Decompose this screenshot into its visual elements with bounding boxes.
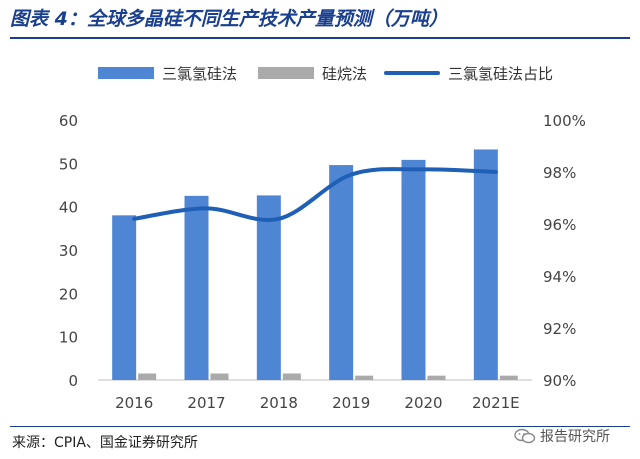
bar-trichlorosilane	[473, 149, 498, 380]
bar-silane	[355, 375, 374, 380]
bar-trichlorosilane	[329, 165, 354, 380]
watermark: 报告研究所	[514, 423, 610, 449]
y-right-tick-label: 98%	[543, 164, 576, 182]
legend-swatch-silane	[258, 67, 314, 79]
bar-trichlorosilane	[256, 195, 281, 380]
title-divider	[10, 37, 630, 39]
legend-label-trichlorosilane: 三氯氢硅法	[162, 64, 238, 83]
bar-trichlorosilane	[112, 215, 137, 380]
bar-silane	[138, 373, 157, 380]
watermark-text: 报告研究所	[540, 429, 610, 445]
chart-title: 图表 4：全球多晶硅不同生产技术产量预测（万吨）	[10, 8, 448, 30]
x-tick-label: 2020	[404, 394, 442, 412]
x-tick-label: 2021E	[472, 394, 520, 412]
y-left-tick-label: 60	[59, 112, 78, 130]
x-tick-label: 2019	[332, 394, 370, 412]
bar-silane	[210, 373, 229, 380]
legend-swatch-trichlorosilane	[98, 67, 154, 79]
y-left-tick-label: 40	[59, 199, 78, 217]
line-trichlorosilane-share	[132, 167, 498, 222]
legend-item-trichlorosilane: 三氯氢硅法	[98, 62, 237, 84]
legend-item-trichlorosilane-share: 三氯氢硅法占比	[384, 62, 553, 84]
legend: 三氯氢硅法 硅烷法 三氯氢硅法占比	[0, 62, 640, 84]
legend-label-silane: 硅烷法	[322, 64, 368, 83]
x-tick-label: 2018	[260, 394, 298, 412]
bar-trichlorosilane	[184, 195, 209, 380]
y-right-tick-label: 100%	[543, 112, 586, 130]
bar-silane	[427, 375, 446, 380]
y-right-tick-label: 96%	[543, 216, 576, 234]
source-note: 来源：CPIA、国金证券研究所	[12, 435, 198, 451]
y-left-tick-label: 0	[68, 372, 78, 390]
legend-label-trichlorosilane-share: 三氯氢硅法占比	[448, 64, 554, 83]
legend-swatch-trichlorosilane-share	[384, 71, 440, 75]
y-left-tick-label: 50	[59, 155, 78, 173]
bar-silane	[282, 373, 301, 380]
footer-divider	[10, 426, 630, 427]
y-right-tick-label: 90%	[543, 372, 576, 390]
bar-silane	[499, 375, 518, 380]
legend-item-silane: 硅烷法	[258, 62, 367, 84]
y-left-tick-label: 10	[59, 329, 78, 347]
x-tick-label: 2016	[115, 394, 153, 412]
y-right-tick-label: 94%	[543, 268, 576, 286]
x-tick-label: 2017	[187, 394, 225, 412]
y-right-tick-label: 92%	[543, 320, 576, 338]
wechat-icon	[514, 428, 536, 444]
y-left-tick-label: 20	[59, 285, 78, 303]
bar-trichlorosilane	[401, 159, 426, 380]
y-left-tick-label: 30	[59, 242, 78, 260]
